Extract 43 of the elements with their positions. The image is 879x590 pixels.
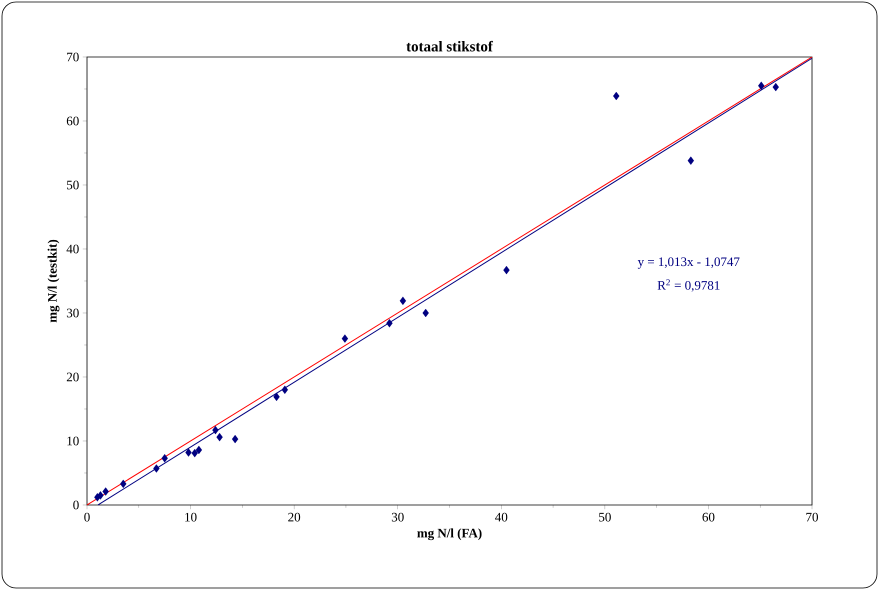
y-tick-label: 30: [66, 308, 79, 318]
point: [212, 426, 219, 434]
chart-title: totaal stikstof: [406, 40, 494, 52]
x-tick-label: 0: [84, 512, 90, 522]
y-tick-label: 70: [67, 52, 79, 62]
x-tick-label: 30: [392, 512, 404, 522]
y-tick-label: 60: [66, 116, 79, 126]
x-tick-label: 70: [806, 512, 818, 522]
x-tick-label: 20: [288, 512, 300, 522]
point: [400, 296, 406, 306]
point: [342, 334, 348, 343]
point: [192, 448, 198, 458]
point: [185, 448, 192, 457]
point: [772, 82, 779, 92]
y-tick-label: 10: [67, 436, 79, 446]
point: [161, 454, 168, 462]
point: [153, 464, 160, 473]
point: [216, 432, 223, 442]
x-tick-label: 50: [599, 512, 611, 522]
y-tick-label: 40: [66, 244, 79, 254]
point: [282, 386, 288, 394]
annotation: R$^{2}$ = 0,9781: [658, 279, 720, 292]
x-axis-title: mg N/l (FA): [417, 528, 482, 540]
point: [758, 82, 764, 90]
y-axis-title: mg N/l (testkit): [48, 240, 60, 322]
point: [613, 92, 620, 100]
point: [386, 319, 393, 328]
point: [503, 266, 510, 274]
y-tick-label: 50: [67, 180, 79, 190]
y-tick-label: 20: [66, 372, 79, 382]
point: [688, 156, 694, 165]
x-tick-label: 60: [702, 512, 714, 522]
y-tick-label: 0: [73, 500, 79, 510]
x-tick-label: 10: [185, 512, 197, 522]
point: [102, 487, 109, 496]
point: [196, 446, 202, 454]
annotation: y = 1,013x - 1,0747: [638, 257, 740, 269]
point: [273, 392, 280, 402]
point: [97, 491, 104, 500]
point: [422, 308, 429, 318]
point: [120, 480, 126, 488]
point: [232, 434, 238, 444]
x-tick-label: 40: [495, 512, 508, 522]
